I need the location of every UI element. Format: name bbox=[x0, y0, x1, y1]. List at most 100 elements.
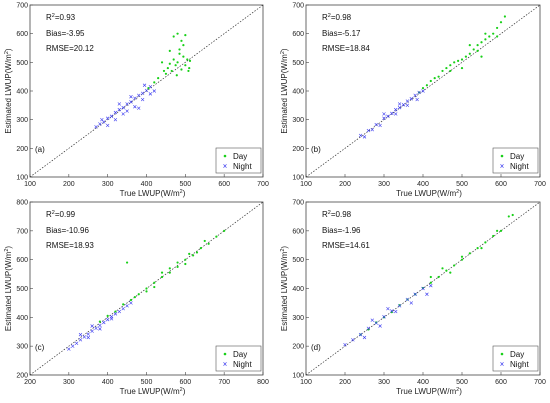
night-point bbox=[397, 105, 402, 110]
x-axis-label-sup: 2 bbox=[456, 387, 459, 393]
night-point bbox=[98, 327, 102, 331]
y-axis-label: Estimated LWUP(W/m2) bbox=[280, 48, 289, 133]
y-tick-label: 600 bbox=[16, 31, 28, 38]
x-axis-label: True LWUP(W/m2) bbox=[396, 189, 462, 198]
y-tick-label: 100 bbox=[292, 175, 304, 182]
day-point bbox=[172, 35, 175, 38]
legend-entry: Day bbox=[233, 350, 247, 359]
day-point bbox=[114, 310, 117, 313]
scatter-panel-d: 100 200 300 400 500 600 700 100 200 300 400 500 600 7… bbox=[280, 200, 546, 397]
day-point bbox=[160, 271, 164, 274]
night-point bbox=[417, 90, 421, 95]
bias-stat: Bias=-5.17 bbox=[322, 29, 361, 38]
day-point bbox=[168, 49, 171, 52]
y-tick-label: 400 bbox=[16, 315, 28, 322]
y-tick-label: 500 bbox=[16, 286, 28, 293]
day-point bbox=[192, 254, 195, 257]
night-point bbox=[78, 338, 83, 342]
x-tick-label: 100 bbox=[24, 181, 36, 188]
day-point bbox=[174, 64, 177, 67]
x-tick-label: 700 bbox=[257, 181, 269, 188]
night-point bbox=[117, 107, 122, 112]
night-point bbox=[405, 297, 410, 302]
y-tick-label: 200 bbox=[16, 146, 28, 153]
night-point bbox=[148, 84, 153, 89]
night-point bbox=[370, 127, 375, 132]
night-point bbox=[397, 102, 402, 106]
scatter-panel-a: 100 200 300 400 500 600 700 100 200 300 400 500 600 7… bbox=[4, 3, 269, 199]
legend-entry: Night bbox=[233, 162, 252, 171]
panel-label: (b) bbox=[311, 145, 321, 154]
night-point bbox=[86, 335, 90, 340]
r-squared-prefix: R bbox=[46, 13, 52, 22]
day-point bbox=[137, 293, 140, 296]
scatter-panel-c: 200 300 400 500 600 700 800 200 300 400 500 600 700 8… bbox=[4, 200, 269, 397]
panel-label: (d) bbox=[311, 343, 321, 352]
day-point bbox=[449, 64, 452, 67]
day-point bbox=[160, 275, 164, 279]
day-point bbox=[176, 32, 179, 35]
night-point bbox=[140, 91, 145, 96]
day-point bbox=[157, 77, 160, 80]
day-point bbox=[133, 296, 136, 299]
day-point bbox=[460, 258, 464, 261]
night-point bbox=[74, 341, 79, 345]
night-point bbox=[413, 93, 417, 98]
day-point bbox=[464, 55, 467, 58]
night-point bbox=[109, 317, 114, 321]
day-point bbox=[480, 41, 483, 44]
day-point bbox=[457, 59, 460, 63]
x-tick-label: 400 bbox=[102, 379, 114, 386]
x-tick-label: 300 bbox=[63, 379, 75, 386]
day-point bbox=[168, 62, 171, 65]
day-point bbox=[187, 69, 190, 73]
night-point bbox=[415, 97, 419, 102]
x-axis-label-sup: 2 bbox=[180, 387, 183, 393]
one-to-one-line bbox=[29, 4, 264, 178]
day-point bbox=[437, 275, 440, 279]
night-point bbox=[409, 97, 414, 101]
night-point bbox=[78, 332, 83, 337]
day-point bbox=[476, 247, 479, 250]
day-point bbox=[429, 281, 432, 284]
y-tick-label: 100 bbox=[292, 373, 304, 380]
day-point bbox=[186, 58, 189, 61]
x-tick-label: 400 bbox=[141, 181, 153, 188]
night-point bbox=[393, 112, 398, 116]
night-point bbox=[90, 329, 94, 333]
night-point bbox=[358, 133, 363, 138]
y-tick-label: 600 bbox=[292, 228, 304, 235]
y-tick-label: 600 bbox=[16, 257, 28, 264]
day-point bbox=[480, 55, 483, 58]
y-tick-label: 700 bbox=[292, 3, 304, 10]
night-point bbox=[133, 105, 137, 109]
day-point bbox=[188, 59, 192, 63]
legend-marker-night bbox=[223, 362, 227, 366]
day-point bbox=[145, 287, 148, 290]
legend-entry: Night bbox=[233, 360, 252, 369]
r-squared-stat: R2=0.98 bbox=[322, 13, 352, 22]
night-point bbox=[137, 106, 141, 110]
day-point bbox=[480, 247, 483, 250]
bias-stat: Bias=-3.95 bbox=[46, 29, 85, 38]
legend-entry: Day bbox=[510, 350, 524, 359]
y-tick-label: 400 bbox=[16, 89, 28, 96]
day-point bbox=[433, 77, 436, 80]
x-tick-label: 200 bbox=[63, 181, 75, 188]
night-point bbox=[105, 123, 110, 128]
rmse-stat: RMSE=14.61 bbox=[322, 241, 370, 250]
x-axis-label-text: True LWUP(W/m bbox=[120, 189, 180, 198]
night-point bbox=[362, 135, 367, 139]
night-point bbox=[129, 100, 133, 104]
day-point bbox=[164, 72, 168, 75]
night-point bbox=[67, 347, 71, 351]
y-tick-label: 700 bbox=[16, 228, 28, 235]
day-point bbox=[496, 35, 499, 38]
x-axis-label: True LWUP(W/m2) bbox=[396, 387, 462, 396]
day-point bbox=[437, 75, 440, 78]
x-tick-label: 100 bbox=[300, 379, 312, 386]
day-point bbox=[147, 87, 150, 90]
x-tick-label: 600 bbox=[179, 379, 191, 386]
r-squared-value: =0.98 bbox=[331, 13, 352, 22]
